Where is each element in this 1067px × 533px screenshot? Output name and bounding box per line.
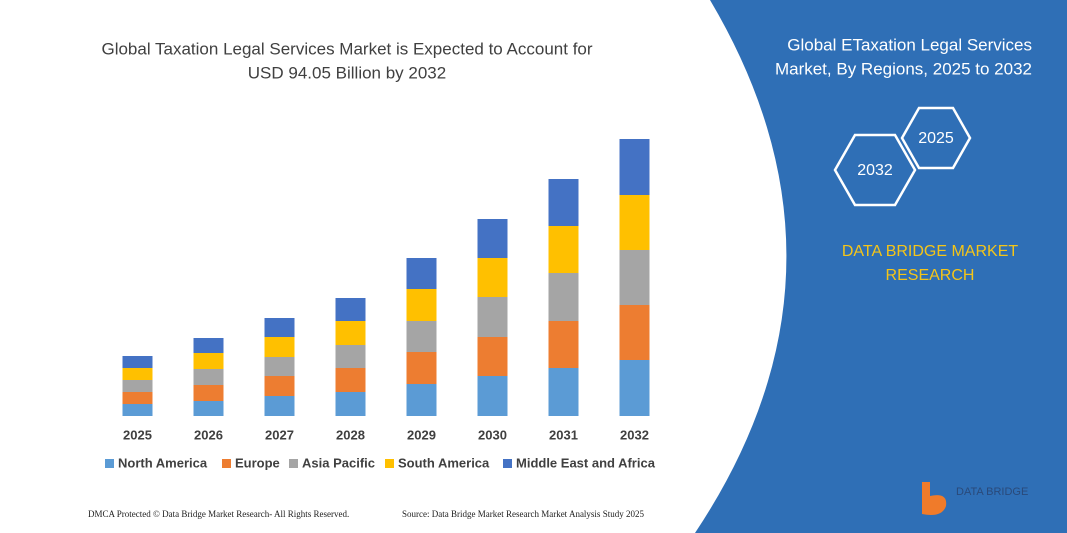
- bar-segment: [406, 352, 437, 384]
- bar-segment: [335, 345, 366, 368]
- footer-note: DMCA Protected © Data Bridge Market Rese…: [88, 509, 349, 519]
- bar-segment: [264, 337, 295, 357]
- bar-segment: [477, 337, 508, 376]
- bar-segment: [619, 250, 650, 305]
- bar-segment: [193, 385, 224, 401]
- x-tick-label: 2029: [407, 427, 436, 442]
- bar-segment: [335, 321, 366, 345]
- bar-segment: [548, 179, 579, 226]
- bar-segment: [548, 321, 579, 368]
- bar-segment: [477, 376, 508, 416]
- bar-segment: [122, 368, 153, 380]
- bar-segment: [193, 369, 224, 385]
- bar-segment: [122, 392, 153, 404]
- x-tick-label: 2027: [265, 427, 294, 442]
- chart-title: Global Taxation Legal Services Market is…: [101, 39, 592, 58]
- bar-segment: [264, 376, 295, 396]
- legend-swatch: [105, 459, 114, 468]
- hexagon: [900, 106, 972, 170]
- x-tick-label: 2031: [549, 427, 578, 442]
- bar-segment: [193, 353, 224, 369]
- x-tick-label: 2032: [620, 427, 649, 442]
- footer-source: Source: Data Bridge Market Research Mark…: [402, 509, 644, 519]
- logo-icon: [922, 482, 947, 515]
- legend-swatch: [222, 459, 231, 468]
- x-tick-label: 2030: [478, 427, 507, 442]
- bar-segment: [477, 258, 508, 297]
- hexagon-label: 2025: [918, 130, 954, 147]
- legend-swatch: [503, 459, 512, 468]
- bar-segment: [406, 289, 437, 321]
- x-tick-label: 2028: [336, 427, 365, 442]
- bar-segment: [335, 368, 366, 392]
- hexagon: [833, 133, 917, 207]
- bar-segment: [477, 219, 508, 258]
- bar-segment: [406, 321, 437, 352]
- x-tick-label: 2026: [194, 427, 223, 442]
- bar-segment: [477, 297, 508, 337]
- hexagon-label: 2032: [857, 162, 893, 179]
- brand: RESEARCH: [886, 267, 975, 284]
- bar-segment: [122, 404, 153, 416]
- bar-segment: [406, 258, 437, 289]
- x-tick-label: 2025: [123, 427, 152, 442]
- bar-segment: [406, 384, 437, 416]
- panel-title: Market, By Regions, 2025 to 2032: [775, 59, 1032, 78]
- bar-segment: [193, 338, 224, 353]
- bar-segment: [264, 357, 295, 376]
- bar-segment: [548, 368, 579, 416]
- legend-label: North America: [118, 455, 208, 470]
- bar-segment: [619, 305, 650, 360]
- bar-segment: [619, 195, 650, 250]
- legend-swatch: [289, 459, 298, 468]
- brand: DATA BRIDGE MARKET: [842, 243, 1019, 260]
- bar-segment: [619, 360, 650, 416]
- bar-segment: [548, 226, 579, 273]
- panel-title: Global ETaxation Legal Services: [787, 35, 1032, 54]
- bar-segment: [264, 396, 295, 416]
- logo-text: DATA BRIDGE: [956, 486, 1028, 498]
- bar-segment: [122, 356, 153, 368]
- side-panel: [695, 0, 1067, 533]
- legend-label: Europe: [235, 455, 280, 470]
- legend-label: Middle East and Africa: [516, 455, 656, 470]
- bar-segment: [264, 318, 295, 337]
- chart-title: USD 94.05 Billion by 2032: [248, 63, 446, 82]
- bar-segment: [619, 139, 650, 195]
- legend-swatch: [385, 459, 394, 468]
- bar-segment: [335, 298, 366, 321]
- bar-segment: [335, 392, 366, 416]
- bar-segment: [122, 380, 153, 392]
- legend-label: Asia Pacific: [302, 455, 375, 470]
- legend-label: South America: [398, 455, 490, 470]
- bar-segment: [193, 401, 224, 416]
- bar-segment: [548, 273, 579, 321]
